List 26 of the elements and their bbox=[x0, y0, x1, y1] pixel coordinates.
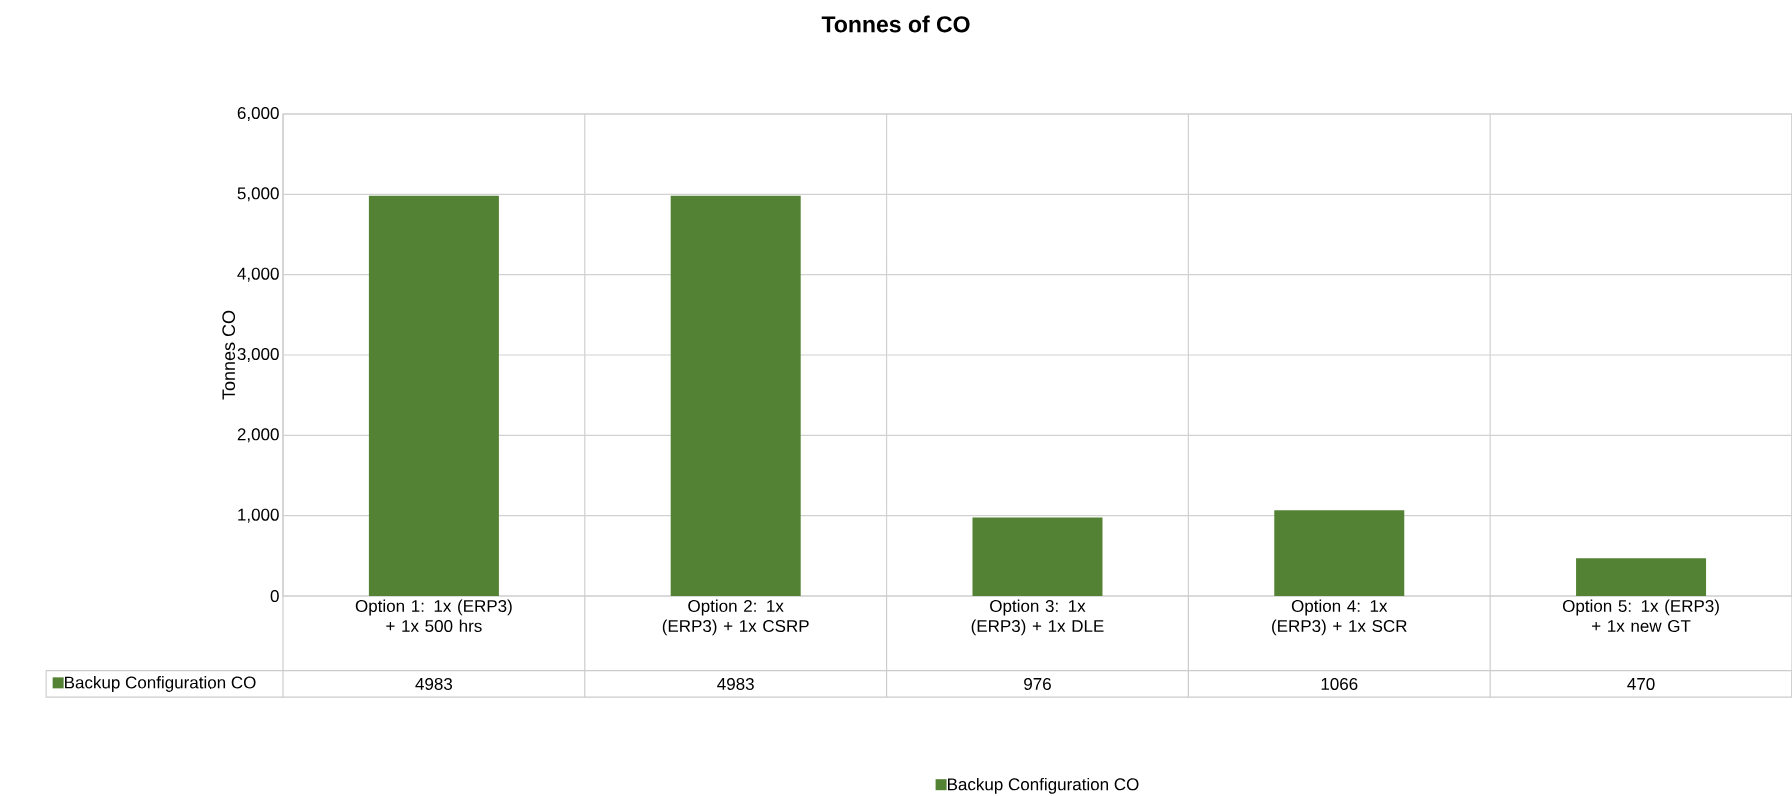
x-tick-label: Option 5: 1x (ERP3) + 1x new GT bbox=[1562, 599, 1719, 633]
x-tick-label: Option 2: 1x (ERP3) + 1x CSRP bbox=[662, 599, 809, 636]
y-tick-label: 0 bbox=[270, 589, 279, 603]
data-label: 976 bbox=[1024, 677, 1051, 690]
y-tick-label: 3,000 bbox=[237, 347, 279, 363]
data-label: 1066 bbox=[1321, 677, 1358, 690]
x-tick-label: Option 3: 1x (ERP3) + 1x DLE bbox=[971, 599, 1104, 636]
y-tick-label: 4,000 bbox=[237, 267, 279, 282]
data-label: 4983 bbox=[415, 677, 453, 690]
y-tick-label: 1,000 bbox=[238, 508, 279, 523]
bar bbox=[368, 195, 499, 596]
y-tick-label: 5,000 bbox=[237, 187, 279, 202]
chart-title: Tonnes of CO bbox=[821, 15, 970, 33]
data-label: 470 bbox=[1627, 677, 1655, 690]
legend-label: Backup Configuration CO bbox=[65, 676, 256, 692]
bar bbox=[1576, 558, 1707, 596]
y-tick-label: 6,000 bbox=[237, 106, 279, 122]
x-tick-label: Option 1: 1x (ERP3) + 1x 500 hrs bbox=[355, 599, 512, 633]
data-label: 4983 bbox=[717, 677, 754, 690]
bar bbox=[1274, 510, 1405, 596]
text: Backup Configuration CO bbox=[947, 777, 1139, 794]
y-axis-title: Tonnes CO bbox=[222, 310, 236, 400]
bar bbox=[972, 517, 1103, 596]
y-tick-label: 2,000 bbox=[237, 428, 279, 443]
x-tick-label: Option 4: 1x (ERP3) + 1x SCR bbox=[1272, 599, 1407, 636]
bar bbox=[670, 195, 801, 596]
